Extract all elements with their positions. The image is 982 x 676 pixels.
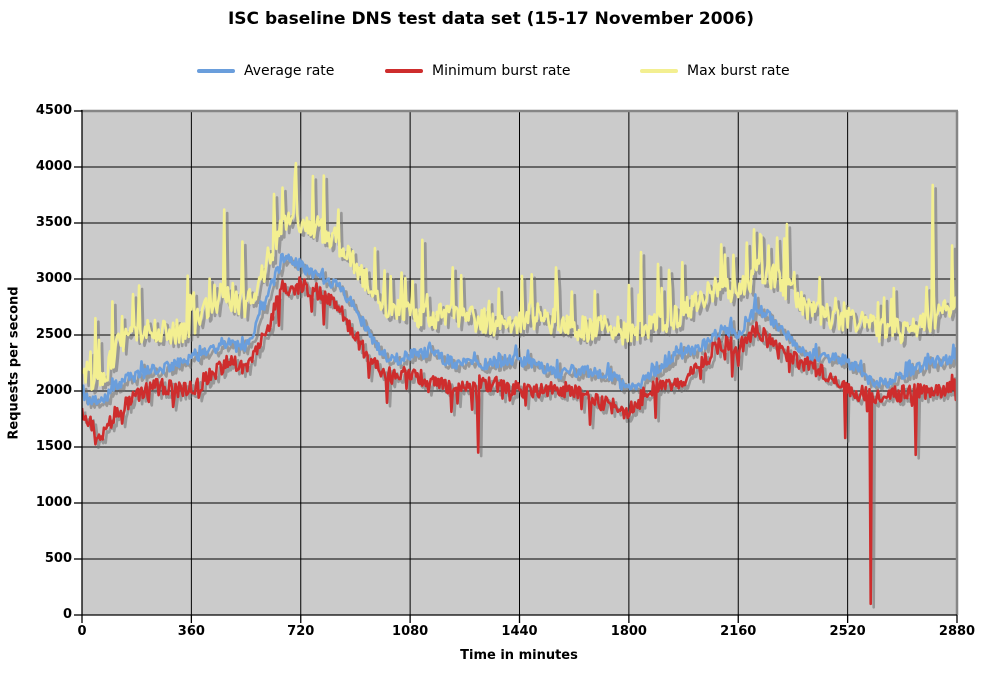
x-tick-label: 1080 (392, 624, 429, 639)
legend-swatch-minimum-burst-rate (385, 69, 423, 73)
legend-label-max-burst-rate: Max burst rate (687, 63, 790, 79)
y-tick-label: 3500 (35, 215, 72, 230)
x-tick-label: 2520 (829, 624, 866, 639)
series-line-max-burst-rate (82, 161, 957, 391)
x-tick-label: 0 (77, 624, 87, 639)
series-line-minimum-burst-rate (82, 276, 957, 606)
y-tick-label: 4500 (35, 103, 72, 118)
y-tick-label: 0 (62, 607, 72, 622)
x-tick-label: 1800 (610, 624, 647, 639)
legend-item-max-burst-rate: Max burst rate (640, 62, 790, 80)
y-tick-label: 3000 (35, 271, 72, 286)
y-tick-label: 1500 (35, 439, 72, 454)
legend-item-average-rate: Average rate (197, 62, 334, 80)
legend-label-minimum-burst-rate: Minimum burst rate (432, 63, 571, 79)
x-tick-label: 720 (287, 624, 315, 639)
legend-swatch-average-rate (197, 69, 235, 73)
x-tick-label: 1440 (501, 624, 538, 639)
legend-item-minimum-burst-rate: Minimum burst rate (385, 62, 571, 80)
x-axis-title: Time in minutes (460, 648, 578, 663)
legend-swatch-max-burst-rate (640, 69, 678, 73)
x-tick-label: 360 (177, 624, 205, 639)
y-tick-label: 500 (44, 551, 72, 566)
series-group (82, 161, 957, 609)
x-tick-label: 2160 (720, 624, 757, 639)
x-tick-label: 2880 (938, 624, 976, 639)
y-tick-label: 2000 (35, 383, 72, 398)
chart-title: ISC baseline DNS test data set (15-17 No… (227, 9, 754, 29)
y-tick-label: 2500 (35, 327, 72, 342)
y-tick-label: 1000 (35, 495, 72, 510)
y-tick-label: 4000 (35, 159, 72, 174)
legend-label-average-rate: Average rate (244, 63, 335, 79)
